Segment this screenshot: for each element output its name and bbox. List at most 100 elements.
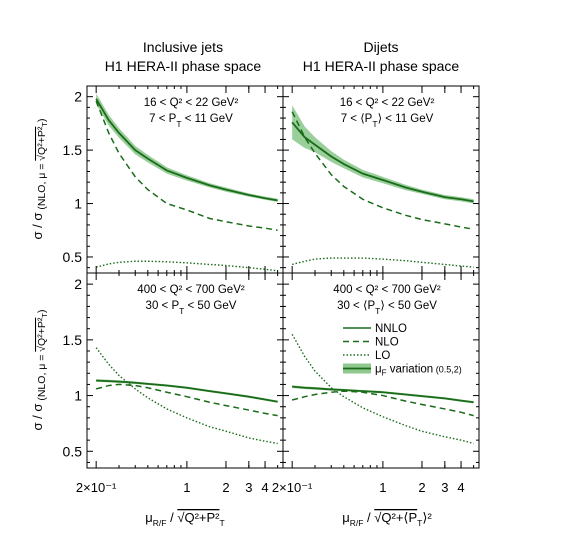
y-tick-label-0-1: 1	[74, 196, 82, 212]
legend-label-dotted: LO	[375, 350, 390, 362]
x-axis-label-root-tail-1: ⟩²	[422, 510, 432, 525]
y-tick-label-2-1: 1	[74, 388, 82, 404]
lo-line-1	[291, 257, 474, 268]
x-tick-label-3-1: 1	[379, 480, 386, 495]
panel-1-1: 2×10⁻¹ 1 2 3 4 400 < Q² < 700 GeV² 30 < ⟨PT⟩ <…	[272, 272, 480, 495]
y-axis-label-text-0: σ / σ (NLO, μ = √Q²+P²T)	[30, 119, 49, 240]
lo-line-0	[95, 260, 278, 272]
col-title-left-line1: Inclusive jets	[143, 39, 223, 55]
panel-annotation-line2-3: 30 < ⟨PT⟩ < 50 GeV	[337, 300, 437, 316]
legend-entry-dotted: LO	[343, 350, 390, 362]
y-axis-label-text-1: σ / σ (NLO, μ = √Q²+P²T)	[30, 310, 49, 431]
panel-annotation-line2-3-part-1: T	[375, 306, 380, 316]
y-tick-label-2-3: 2	[74, 276, 82, 292]
panel-annotation-line2-2-part-1: T	[179, 306, 184, 316]
y-axis-label-root-sub-1: T	[40, 313, 49, 318]
panel-annotation-line2-2-part-0: 30 < P	[146, 300, 180, 312]
nlo-line-0	[95, 100, 278, 231]
panel-annotation-line1-1-part-0: 16 < Q² < 22 GeV²	[340, 97, 435, 109]
panel-annotation-line1-2: 400 < Q² < 700 GeV²	[137, 284, 245, 296]
y-axis-label-close-1: )	[36, 310, 48, 314]
nnlo-line-1	[291, 121, 474, 203]
lo-line-2	[95, 347, 278, 445]
y-tick-label-0-0: 0.5	[63, 249, 83, 265]
col-title-left-line2: H1 HERA-II phase space	[105, 58, 262, 74]
y-axis-label-sub-1: (NLO, μ =	[36, 352, 48, 404]
panel-annotation-line2-3-part-0: 30 < ⟨P	[337, 300, 375, 312]
x-axis-label-mu-1: μ	[342, 510, 350, 525]
x-tick-label-3-4: 4	[457, 480, 464, 495]
y-tick-label-2-0: 0.5	[63, 443, 83, 459]
legend-label-tail-band: variation	[387, 364, 434, 376]
x-axis-label-root-1: √Q²+⟨P	[374, 510, 417, 525]
y-axis-label-main-0: σ / σ	[30, 213, 45, 240]
panel-annotation-line2-0: 7 < PT < 11 GeV	[149, 113, 233, 129]
nlo-line-2	[95, 383, 278, 417]
y-axis-label-main-1: σ / σ	[30, 404, 45, 431]
y-axis-label-row-1: σ / σ (NLO, μ = √Q²+P²T)	[30, 310, 49, 431]
legend-label-sub-band: F	[382, 369, 387, 378]
y-tick-label-0-3: 2	[74, 89, 82, 105]
panel-annotation-line2-0-part-0: 7 < P	[149, 113, 177, 125]
col-title-right-line1: Dijets	[363, 39, 398, 55]
x-axis-label-0: μR/F / √Q²+P²T	[145, 510, 224, 528]
legend-entry-solid: NNLO	[343, 323, 407, 335]
panel-plot-area-0	[95, 93, 278, 272]
panel-annotation-line1-2-part-0: 400 < Q² < 700 GeV²	[137, 284, 245, 296]
x-tick-label-3-0: 2×10⁻¹	[272, 480, 313, 495]
y-tick-label-0-2: 1.5	[63, 142, 83, 158]
legend-label-band: μF variation (0.5,2)	[375, 364, 462, 378]
x-axis-labels: μR/F / √Q²+P²T μR/F / √Q²+⟨PT⟩²	[145, 510, 432, 528]
x-axis-label-mu-0: μ	[145, 510, 153, 525]
legend-entry-band: μF variation (0.5,2)	[343, 363, 462, 378]
legend-label-main-dashed: NLO	[375, 337, 399, 349]
x-tick-label-2-2: 2	[222, 480, 229, 495]
nnlo-line-0	[95, 98, 278, 202]
x-axis-label-mu-sub-0: R/F	[153, 518, 167, 528]
y-axis-label-row-0: σ / σ (NLO, μ = √Q²+P²T)	[30, 119, 49, 240]
x-axis-label-slash-1: /	[363, 510, 374, 525]
panel-plot-area-3	[291, 333, 474, 445]
nlo-line-1	[291, 111, 474, 230]
y-axis-label-sub-0: (NLO, μ =	[36, 161, 48, 213]
panel-plot-area-2	[95, 347, 278, 445]
panel-0-1: 16 < Q² < 22 GeV² 7 < ⟨PT⟩ < 11 GeV	[282, 85, 480, 274]
y-axis-label-close-0: )	[36, 119, 48, 123]
panel-annotation-line2-3-part-2: ⟩ < 50 GeV	[380, 300, 437, 312]
legend-label-main-band: μ	[375, 364, 382, 376]
column-titles: Inclusive jets H1 HERA-II phase space Di…	[105, 39, 460, 74]
panel-1-0: 0.5 1 1.5 2 2×10⁻¹ 1 2 3 4 400 < Q² < 700 GeV² 30 …	[63, 272, 284, 495]
x-axis-label-root-sub-1: T	[417, 518, 422, 528]
panel-annotation-line2-1-part-2: ⟩ < 11 GeV	[378, 113, 434, 125]
x-axis-label-1: μR/F / √Q²+⟨PT⟩²	[342, 510, 432, 528]
legend-label-main-dotted: LO	[375, 350, 390, 362]
panel-annotation-line1-3-part-0: 400 < Q² < 700 GeV²	[333, 284, 441, 296]
panels: 0.5 1 1.5 2 16 < Q² < 22 GeV² 7 < PT < 11 GeV…	[63, 85, 480, 495]
y-tick-label-2-2: 1.5	[63, 332, 83, 348]
panel-annotation-line2-2-part-2: < 50 GeV	[184, 300, 236, 312]
x-tick-label-3-3: 3	[441, 480, 448, 495]
x-axis-label-mu-sub-1: R/F	[350, 518, 364, 528]
x-axis-label-slash-0: /	[166, 510, 177, 525]
y-axis-label-root-sub-0: T	[40, 122, 49, 127]
legend-entry-dashed: NLO	[343, 337, 399, 349]
x-tick-label-2-4: 4	[261, 480, 268, 495]
mu-f-band-0	[96, 93, 278, 202]
nnlo-line-3	[292, 385, 474, 404]
legend-label-main-solid: NNLO	[375, 323, 407, 335]
panel-annotation-line2-1-part-0: 7 < ⟨P	[341, 113, 373, 125]
panel-annotation-line2-0-part-1: T	[176, 119, 181, 129]
panel-annotation-line1-0-part-0: 16 < Q² < 22 GeV²	[144, 97, 239, 109]
panel-plot-area-1	[291, 105, 474, 268]
y-axis-label-root-0: √Q²+P²	[36, 126, 48, 161]
panel-annotation-line1-1: 16 < Q² < 22 GeV²	[340, 97, 435, 109]
panel-annotation-line2-2: 30 < PT < 50 GeV	[146, 300, 237, 316]
x-axis-label-root-sub-0: T	[220, 518, 225, 528]
legend-label-small-band: (0.5,2)	[433, 365, 462, 375]
legend-label-dashed: NLO	[375, 337, 399, 349]
panel-annotation-line2-1-part-1: T	[372, 119, 377, 129]
col-title-right-line2: H1 HERA-II phase space	[303, 58, 460, 74]
nnlo-line-2	[96, 379, 278, 403]
